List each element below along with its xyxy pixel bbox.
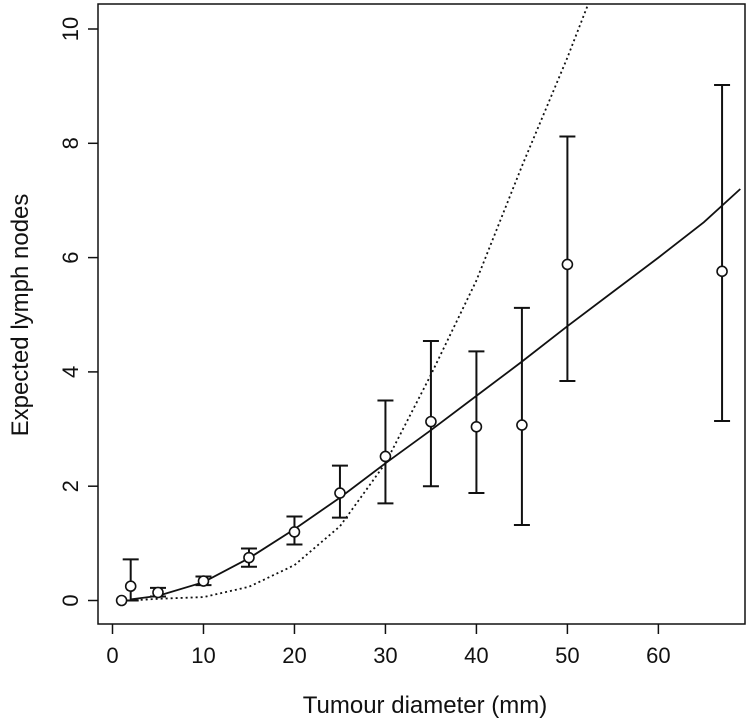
x-tick-label: 10 — [191, 643, 215, 668]
data-point — [716, 265, 728, 278]
y-tick-label: 4 — [58, 366, 83, 378]
y-tick-label: 6 — [58, 251, 83, 263]
error-bar — [122, 558, 139, 602]
x-tick-label: 20 — [282, 643, 306, 668]
error-bar — [422, 340, 439, 488]
y-tick-label: 8 — [58, 137, 83, 149]
y-tick-label: 0 — [58, 594, 83, 606]
data-point — [470, 420, 483, 433]
data-point — [379, 450, 392, 463]
error-bar — [513, 306, 530, 527]
plot-frame — [97, 3, 746, 625]
data-point — [115, 594, 128, 607]
y-tick-label: 2 — [58, 480, 83, 492]
x-tick-label: 40 — [464, 643, 488, 668]
dotted-curve — [130, 5, 589, 602]
y-tick-label: 10 — [58, 17, 83, 41]
x-tick-label: 60 — [646, 643, 670, 668]
point-layer — [115, 258, 728, 607]
error-bar — [714, 84, 731, 423]
x-axis-label: Tumour diameter (mm) — [303, 692, 547, 719]
data-point — [288, 526, 301, 538]
data-point — [561, 258, 574, 271]
data-point — [243, 551, 255, 564]
data-point — [516, 419, 528, 431]
data-point — [197, 575, 210, 587]
x-tick-label: 30 — [373, 643, 397, 668]
data-point — [152, 586, 164, 599]
data-point — [124, 580, 137, 593]
data-point — [334, 487, 346, 499]
x-tick-label: 0 — [106, 643, 118, 668]
y-axis: 0 2 4 6 8 10 — [58, 17, 98, 607]
solid-curve — [130, 188, 741, 601]
series-layer — [130, 5, 741, 602]
y-axis-label: Expected lymph nodes — [7, 194, 34, 437]
x-tick-label: 50 — [555, 643, 579, 668]
data-point — [425, 415, 437, 428]
x-axis: 0 10 20 30 40 50 60 — [106, 624, 671, 668]
errorbar-layer — [122, 84, 731, 602]
